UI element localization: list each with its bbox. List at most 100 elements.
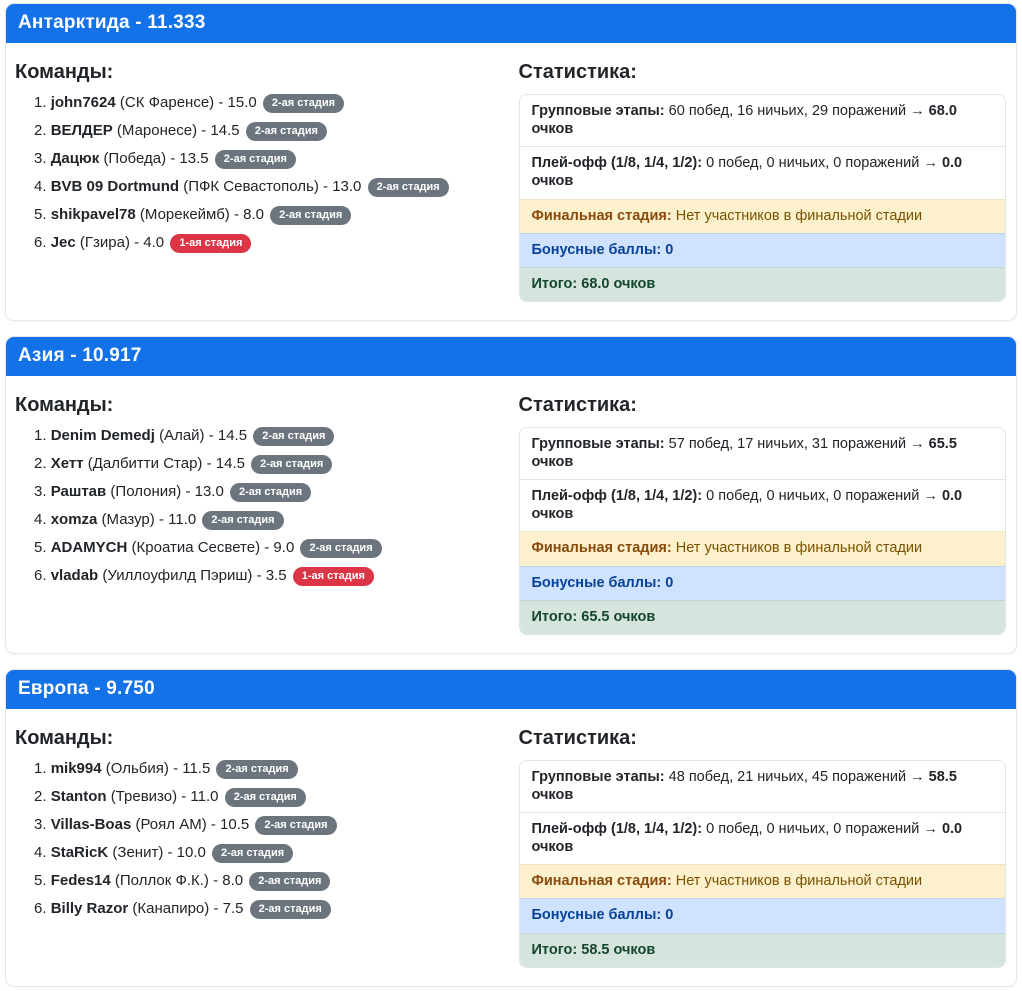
team-player-name: xomza	[50, 510, 98, 528]
team-club: (Уиллоуфилд Пэриш)	[102, 566, 253, 584]
stat-playoff: Плей-офф (1/8, 1/4, 1/2): 0 побед, 0 нич…	[519, 479, 1005, 532]
team-player-name: BVB 09 Dortmund	[50, 178, 180, 195]
team-player-name: Раштав	[50, 482, 107, 500]
team-club: (Канапиро)	[132, 899, 210, 917]
stat-playoff: Плей-офф (1/8, 1/4, 1/2): 0 побед, 0 нич…	[519, 812, 1005, 865]
team-rank: 5.	[34, 206, 47, 223]
team-score: - 11.5	[173, 759, 211, 777]
team-row: 3. Раштав (Полония) - 13.0 2-ая стадия	[34, 482, 503, 502]
team-player-name: vladab	[50, 566, 99, 584]
team-club: (Гзира)	[79, 234, 130, 251]
team-score: - 13.5	[170, 150, 209, 167]
group-header: Европа - 9.750	[6, 669, 1016, 709]
team-rank: 4.	[34, 843, 47, 861]
stats-heading: Статистика:	[518, 393, 637, 416]
stat-text: 0 побед, 0 ничьих, 0 поражений →	[706, 488, 938, 505]
team-row: 1. Denim Demedj (Алай) - 14.5 2-ая стади…	[34, 426, 503, 446]
team-player-name: Villas-Boas	[50, 815, 132, 833]
team-club: (Полония)	[110, 482, 182, 500]
group-body: Команды: 1. mik994 (Ольбия) - 11.5 2-ая …	[6, 709, 1016, 986]
stage-badge: 2-ая стадия	[229, 482, 312, 502]
stage-badge: 2-ая стадия	[202, 510, 284, 530]
team-club: (Маронесе)	[116, 122, 198, 139]
team-score: - 8.0	[233, 206, 264, 223]
team-player-name: Fedes14	[50, 871, 111, 889]
team-player-name: mik994	[50, 759, 102, 777]
stats-column: Статистика: Групповые этапы: 60 побед, 1…	[518, 55, 1006, 302]
team-row: 4. BVB 09 Dortmund (ПФК Севастополь) - 1…	[34, 178, 503, 197]
team-row: 4. StaRicK (Зенит) - 10.0 2-ая стадия	[34, 843, 503, 863]
stat-text: Нет участников в финальной стадии	[675, 207, 923, 224]
group-body: Команды: 1. john7624 (СК Фаренсе) - 15.0…	[6, 43, 1016, 320]
team-score: - 15.0	[218, 94, 257, 111]
group-title: Азия - 10.917	[18, 344, 142, 366]
stage-badge: 2-ая стадия	[214, 150, 296, 169]
stat-text: 0 побед, 0 ничьих, 0 поражений →	[706, 155, 938, 172]
team-score: - 11.0	[181, 787, 219, 805]
team-score: - 9.0	[264, 538, 295, 556]
team-rank: 5.	[34, 538, 47, 556]
stat-label: Финальная стадия:	[531, 873, 672, 890]
stage-badge: 2-ая стадия	[300, 538, 382, 558]
teams-heading: Команды:	[15, 726, 114, 749]
stat-group-stages: Групповые этапы: 60 побед, 16 ничьих, 29…	[519, 95, 1005, 147]
team-rank: 4.	[34, 510, 47, 528]
team-rank: 1.	[34, 759, 47, 777]
team-score: - 4.0	[134, 234, 165, 251]
stat-total: Итого: 68.0 очков	[519, 266, 1005, 301]
stat-final-stage: Финальная стадия: Нет участников в финал…	[519, 531, 1005, 566]
stat-bonus-points: Бонусные баллы: 0	[519, 565, 1005, 600]
team-club: (ПФК Севастополь)	[183, 178, 319, 195]
team-row: 1. john7624 (СК Фаренсе) - 15.0 2-ая ста…	[34, 94, 503, 113]
team-club: (Ольбия)	[105, 759, 169, 777]
stat-total: Итого: 58.5 очков	[519, 932, 1005, 967]
team-score: - 14.5	[206, 454, 245, 472]
stat-final-stage: Финальная стадия: Нет участников в финал…	[519, 864, 1005, 899]
stage-badge: 2-ая стадия	[251, 454, 333, 474]
team-score: - 3.5	[256, 566, 287, 584]
team-rank: 3.	[34, 815, 47, 833]
team-score: - 11.0	[158, 510, 197, 528]
stat-label: Групповые этапы:	[531, 435, 665, 452]
team-player-name: Stanton	[50, 787, 107, 805]
group-card-asia: Азия - 10.917 Команды: 1. Denim Demedj (…	[5, 335, 1017, 654]
stats-heading: Статистика:	[518, 61, 637, 83]
stat-text: Нет участников в финальной стадии	[675, 873, 923, 890]
group-title: Антарктида - 11.333	[18, 12, 206, 33]
team-row: 5. ADAMYCH (Кроатиа Сесвете) - 9.0 2-ая …	[34, 538, 503, 558]
stat-playoff: Плей-офф (1/8, 1/4, 1/2): 0 побед, 0 нич…	[519, 146, 1005, 199]
team-rank: 4.	[34, 178, 47, 195]
team-club: (Тревизо)	[110, 787, 178, 805]
stat-label: Плей-офф (1/8, 1/4, 1/2):	[531, 488, 703, 505]
stage-badge: 2-ая стадия	[253, 426, 335, 446]
team-score: - 14.5	[201, 122, 240, 139]
team-row: 6. vladab (Уиллоуфилд Пэриш) - 3.5 1-ая …	[34, 566, 503, 586]
stat-points: 0.0 очков	[531, 488, 963, 523]
team-player-name: StaRicK	[50, 843, 109, 861]
group-header: Азия - 10.917	[6, 336, 1016, 376]
team-rank: 2.	[34, 787, 47, 805]
team-row: 2. Хетт (Далбитти Стар) - 14.5 2-ая стад…	[34, 454, 503, 474]
stats-heading: Статистика:	[518, 726, 637, 749]
stat-points: 0.0 очков	[531, 155, 963, 190]
stage-badge: 2-ая стадия	[255, 815, 337, 835]
team-player-name: Дацюк	[50, 150, 100, 167]
group-card-antarctica: Антарктида - 11.333 Команды: 1. john7624…	[5, 3, 1017, 321]
stat-bonus-points: Бонусные баллы: 0	[519, 898, 1005, 933]
stats-list: Групповые этапы: 48 побед, 21 ничьих, 45…	[518, 759, 1006, 968]
team-score: - 8.0	[213, 871, 244, 889]
stat-text: 0 побед, 0 ничьих, 0 поражений →	[706, 821, 938, 837]
stat-group-stages: Групповые этапы: 57 побед, 17 ничьих, 31…	[519, 427, 1005, 480]
stage-badge: 2-ая стадия	[262, 94, 345, 113]
teams-heading: Команды:	[15, 61, 114, 83]
team-row: 2. ВЕЛДЕР (Маронесе) - 14.5 2-ая стадия	[34, 122, 503, 141]
team-player-name: Хетт	[50, 454, 84, 472]
stage-badge: 1-ая стадия	[170, 234, 252, 253]
teams-list: 1. Denim Demedj (Алай) - 14.5 2-ая стади…	[15, 426, 503, 586]
team-rank: 6.	[34, 234, 47, 251]
team-club: (Роял АМ)	[135, 815, 207, 833]
stat-label: Финальная стадия:	[531, 207, 672, 224]
team-club: (СК Фаренсе)	[119, 94, 215, 111]
group-title: Европа - 9.750	[18, 677, 155, 699]
team-rank: 5.	[34, 871, 47, 889]
